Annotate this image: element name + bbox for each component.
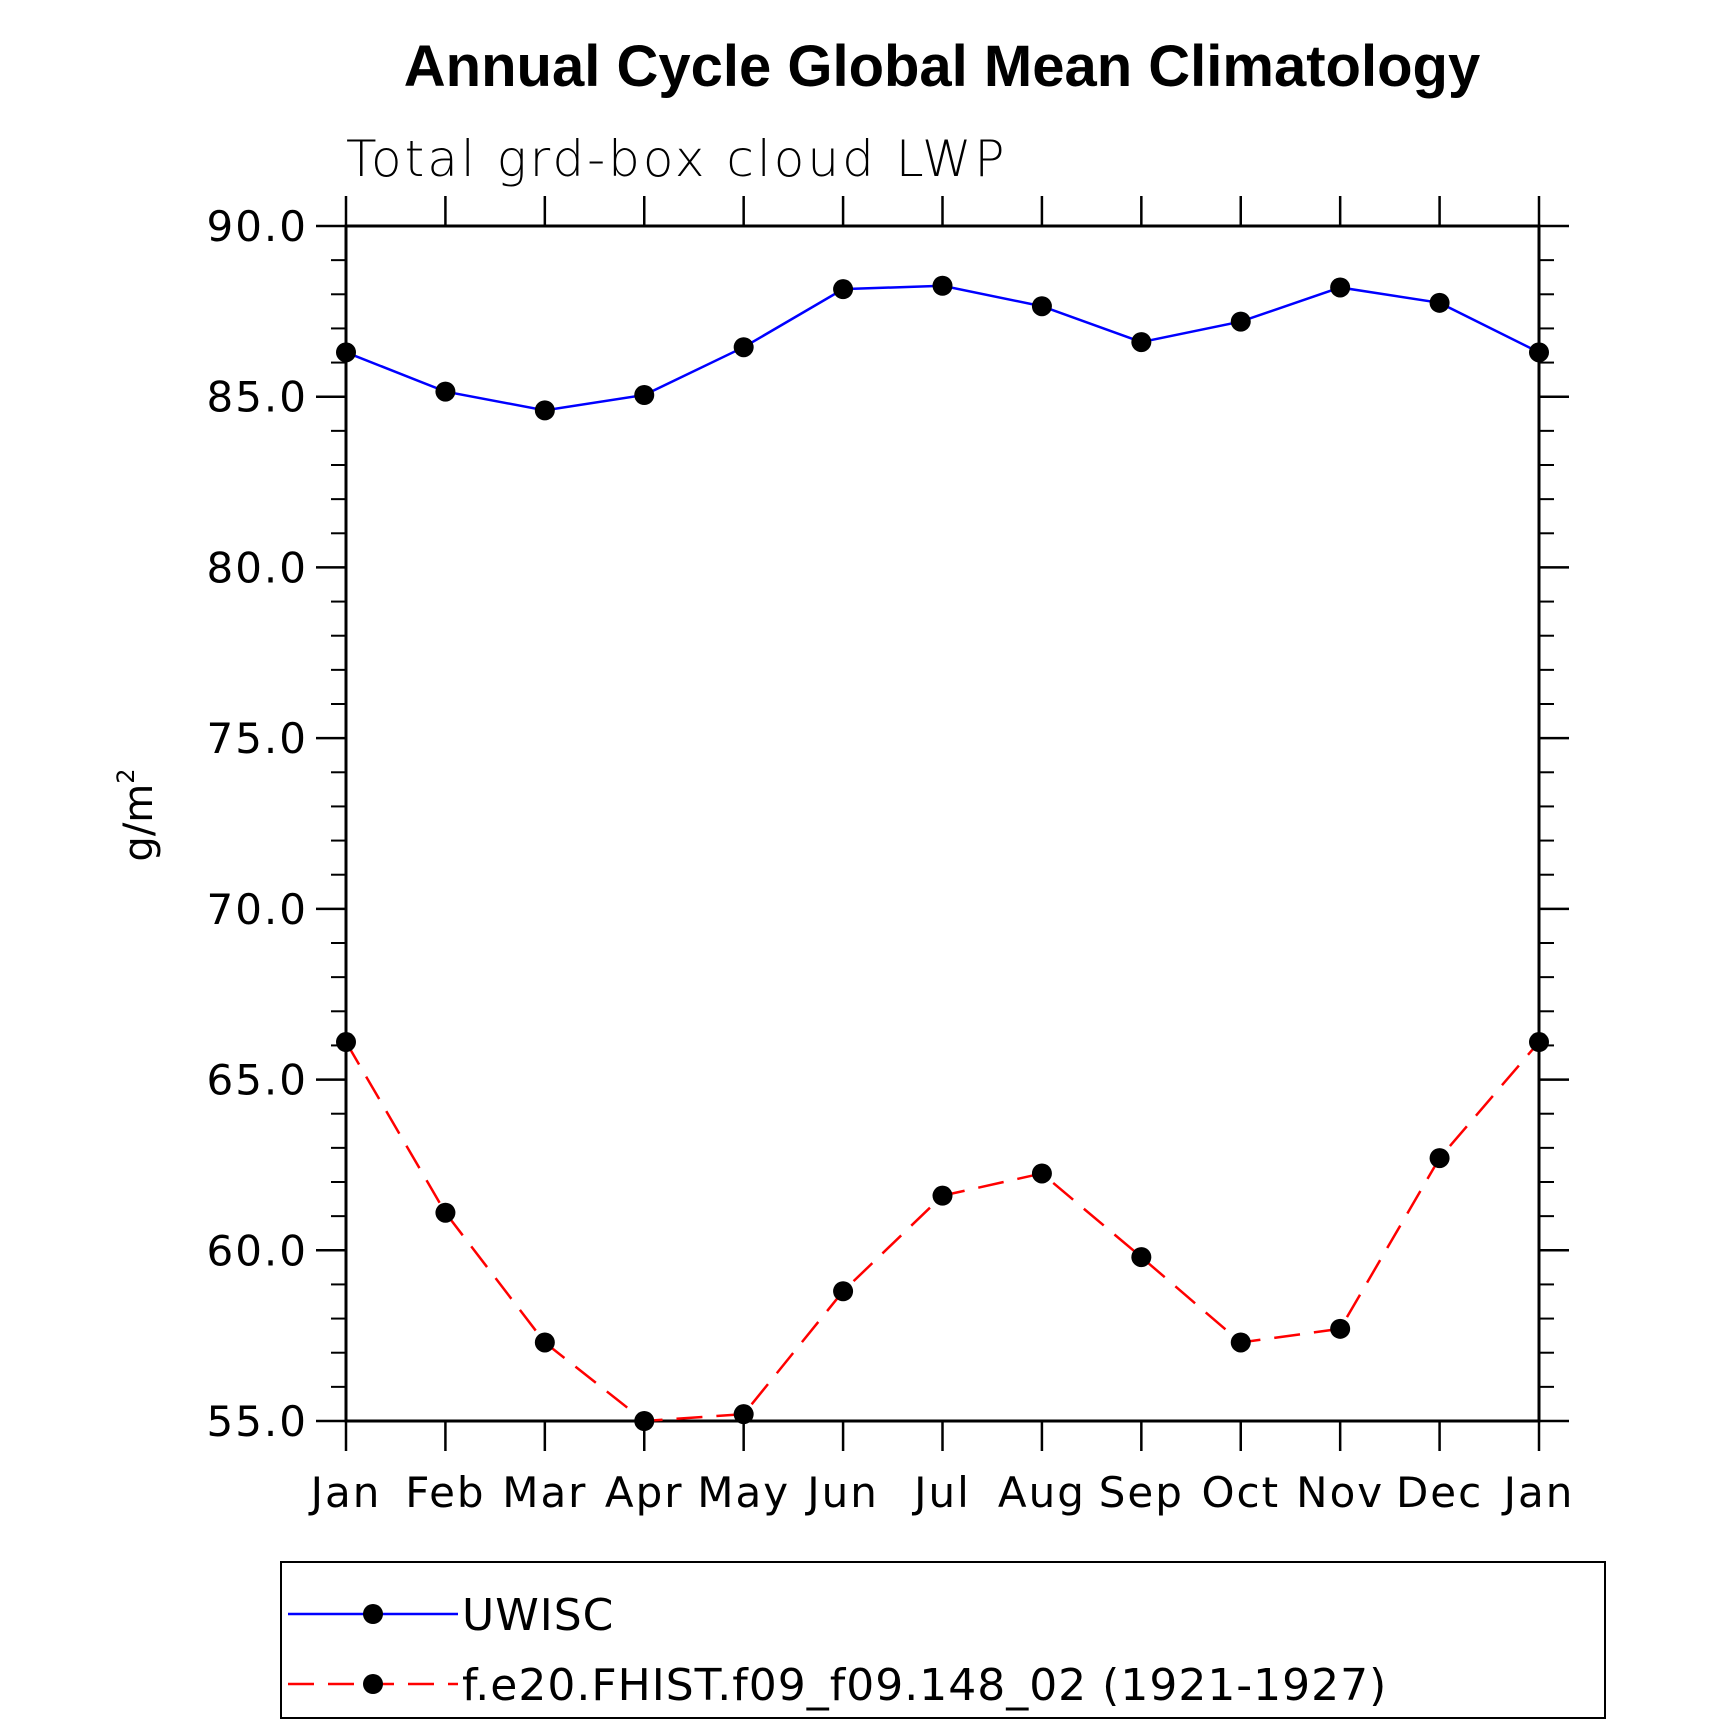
- y-tick-label: 90.0: [206, 202, 308, 251]
- y-tick-label: 55.0: [206, 1397, 308, 1446]
- series-line: [345, 284, 1540, 412]
- x-tick-label: Jan: [1501, 1468, 1575, 1517]
- legend-marker-0: [363, 1604, 383, 1624]
- data-point: [336, 342, 356, 363]
- legend-label-1: f.e20.FHIST.f09_f09.148_02 (1921-1927): [462, 1660, 1387, 1711]
- data-point: [1429, 292, 1450, 313]
- y-tick-label: 60.0: [206, 1226, 308, 1275]
- y-axis-label: g/m2: [112, 768, 162, 861]
- series-0: [336, 275, 1549, 421]
- data-point: [435, 1202, 456, 1223]
- data-point: [733, 337, 754, 358]
- y-tick-label: 75.0: [206, 714, 308, 763]
- data-point: [833, 1281, 854, 1302]
- y-tick-label: 70.0: [206, 885, 308, 934]
- data-point: [1429, 1148, 1450, 1169]
- data-point: [1131, 332, 1152, 353]
- data-point: [1131, 1247, 1152, 1268]
- x-tick-label: Aug: [998, 1468, 1086, 1517]
- legend: UWISC f.e20.FHIST.f09_f09.148_02 (1921-19…: [280, 1561, 1606, 1719]
- y-tick-label: 80.0: [206, 543, 308, 592]
- data-point: [1031, 296, 1052, 317]
- y-axis: 90.0 85.0 80.0 75.0 70.0 65.0 60.0 55.0: [206, 202, 1569, 1446]
- data-point: [336, 1032, 356, 1053]
- data-point: [1230, 1332, 1251, 1353]
- data-point: [1031, 1163, 1052, 1184]
- x-tick-label: Jan: [308, 1468, 382, 1517]
- data-point: [1330, 277, 1351, 298]
- data-point: [1330, 1318, 1351, 1339]
- data-point: [634, 1411, 655, 1431]
- y-tick-label: 85.0: [206, 373, 308, 422]
- data-point: [1230, 311, 1251, 332]
- data-point: [733, 1404, 754, 1425]
- x-tick-label: Feb: [405, 1468, 485, 1517]
- chart-subtitle: Total grd-box cloud LWP: [346, 130, 1008, 188]
- legend-label-0: UWISC: [462, 1590, 614, 1641]
- y-tick-label: 65.0: [206, 1056, 308, 1105]
- x-axis: Jan Feb Mar Apr May Jun Jul Aug Sep Oct Nov Dec Jan: [308, 196, 1575, 1517]
- plot-border: [344, 224, 1541, 1423]
- data-point: [534, 1332, 555, 1353]
- x-tick-label: Dec: [1396, 1468, 1483, 1517]
- data-point: [534, 400, 555, 421]
- series-layer: [336, 275, 1549, 1431]
- data-point: [435, 381, 456, 402]
- data-point: [1529, 1032, 1549, 1053]
- data-point: [833, 279, 854, 300]
- legend-entries: UWISC f.e20.FHIST.f09_f09.148_02 (1921-19…: [288, 1590, 1387, 1711]
- x-tick-label: Oct: [1201, 1468, 1280, 1517]
- x-tick-label: Mar: [502, 1468, 587, 1517]
- plot-frame: [344, 224, 1541, 1423]
- x-tick-label: Jun: [804, 1468, 879, 1517]
- series-1: [336, 1032, 1549, 1431]
- x-tick-label: Nov: [1296, 1468, 1384, 1517]
- data-point: [932, 275, 953, 296]
- series-line: [344, 1041, 1540, 1423]
- data-point: [1529, 342, 1549, 363]
- x-tick-label: Jul: [911, 1468, 971, 1517]
- x-tick-label: May: [697, 1468, 790, 1517]
- data-point: [634, 385, 655, 406]
- legend-box: [280, 1561, 1606, 1719]
- x-tick-label: Apr: [605, 1468, 684, 1517]
- data-point: [932, 1185, 953, 1206]
- x-tick-label: Sep: [1099, 1468, 1184, 1517]
- legend-marker-1: [363, 1674, 383, 1694]
- chart-title: Annual Cycle Global Mean Climatology: [404, 34, 1480, 99]
